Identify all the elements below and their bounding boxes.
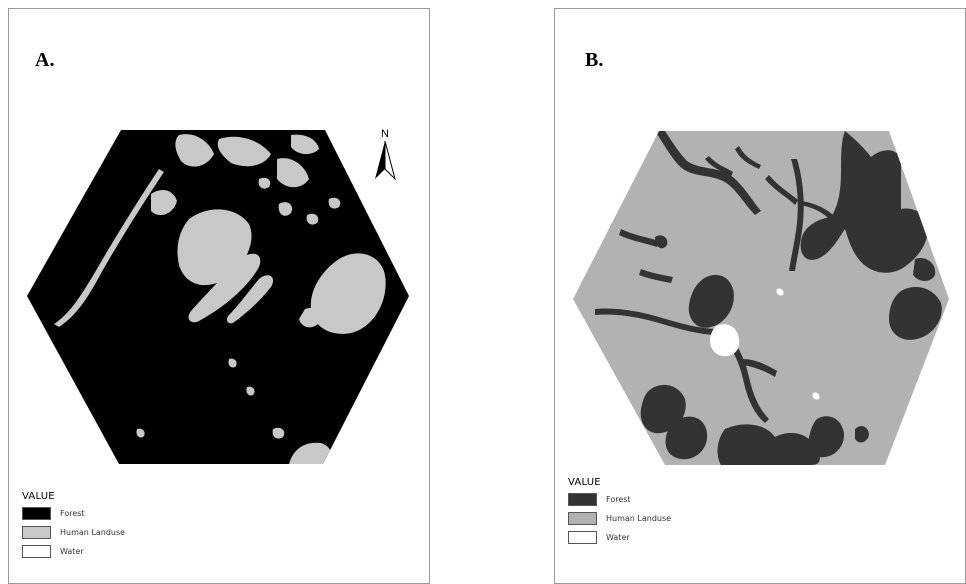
legend-title: VALUE [568,477,601,488]
forest-swatch [568,493,597,506]
river-streak [54,169,164,327]
legend-b: VALUE Forest Human Landuse Water [568,477,671,548]
water-swatch [568,531,597,544]
legend-item-human-landuse: Human Landuse [568,510,671,527]
landuse-map-b [573,131,949,465]
water-patches-b [710,288,820,400]
legend-item-forest: Forest [568,491,671,508]
panel-label-a: A. [35,49,55,71]
legend-item-label: Human Landuse [60,528,126,537]
forest-patches-b [595,131,942,465]
legend-item-label: Forest [60,509,85,518]
landuse-map-a: N [27,128,409,464]
legend-item-water: Water [568,529,671,546]
map-panel-b: B. VALUE Forest Human Landuse Water [554,8,966,584]
water-swatch [22,545,51,558]
legend-item-forest: Forest [22,505,125,522]
legend-title: VALUE [22,491,55,502]
north-arrow-icon: N [375,128,396,181]
human-landuse-patches-a [54,134,386,464]
legend-item-human-landuse: Human Landuse [22,524,125,541]
forest-swatch [22,507,51,520]
north-label: N [381,128,389,140]
legend-item-label: Water [606,533,630,542]
panel-label-b: B. [585,49,604,71]
human-landuse-swatch [22,526,51,539]
legend-item-water: Water [22,543,125,560]
legend-item-label: Forest [606,495,631,504]
legend-item-label: Water [60,547,84,556]
legend-a: VALUE Forest Human Landuse Water [22,491,125,562]
human-landuse-swatch [568,512,597,525]
map-panel-a: N A. VALUE Forest Human Landuse Water [8,8,430,584]
legend-item-label: Human Landuse [606,514,672,523]
